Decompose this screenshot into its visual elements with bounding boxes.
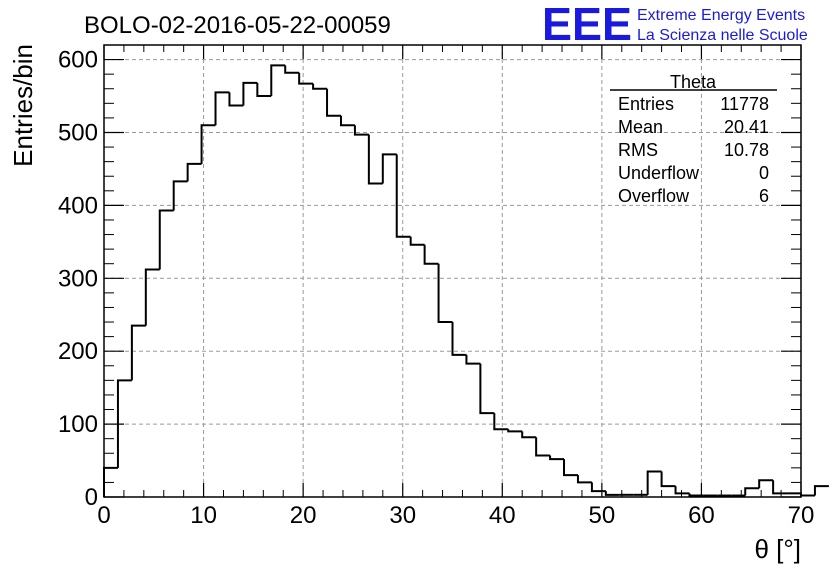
histogram-bin (674, 486, 690, 495)
histogram-bin (242, 81, 258, 106)
histogram-bin (367, 134, 383, 185)
histogram-bin (270, 64, 286, 97)
histogram-bin (590, 482, 606, 493)
histogram-bin (339, 115, 355, 127)
histogram-bin (116, 379, 132, 468)
histogram-bin (381, 153, 397, 184)
histogram-bin (813, 485, 829, 496)
logo-mark: EEE (542, 0, 632, 50)
stats-box: Theta Entries 11778 Mean 20.41 RMS 10.78… (610, 72, 777, 206)
y-tick-label: 300 (58, 265, 98, 292)
y-tick-label: 0 (85, 484, 98, 511)
histogram-bin (521, 431, 537, 439)
histogram-bin (228, 92, 244, 107)
histogram-bin (214, 91, 230, 126)
stats-label: RMS (618, 140, 658, 160)
histogram-bin (479, 363, 495, 415)
histogram-bin (395, 154, 411, 238)
eee-logo: EEE Extreme Energy Events La Scienza nel… (542, 0, 808, 50)
stats-label: Mean (618, 117, 663, 137)
y-tick-label: 200 (58, 338, 98, 365)
histogram-bin (507, 429, 523, 433)
histogram-bin (772, 480, 788, 495)
chart-title: BOLO-02-2016-05-22-00059 (84, 12, 391, 39)
histogram-bin (186, 162, 202, 182)
histogram-bin (409, 236, 425, 246)
stats-value: 10.78 (724, 140, 769, 160)
histogram-bin (130, 324, 146, 381)
x-tick-label: 50 (589, 502, 616, 529)
stats-value: 6 (759, 186, 769, 206)
histogram-bin (465, 354, 481, 365)
stats-label: Underflow (618, 163, 700, 183)
x-tick-label: 10 (190, 502, 217, 529)
histogram-bin (660, 471, 676, 488)
stats-value: 11778 (720, 94, 769, 114)
histogram-bin (451, 322, 467, 356)
y-axis-title: Entries/bin (8, 44, 38, 167)
histogram-bin (563, 459, 578, 477)
y-tick-label: 600 (58, 47, 98, 74)
histogram-bin (353, 125, 369, 136)
logo-line1: Extreme Energy Events (637, 7, 805, 24)
histogram-bin (535, 437, 551, 457)
histogram-bin (284, 65, 300, 74)
stats-value: 0 (759, 163, 769, 183)
x-tick-label: 30 (389, 502, 416, 529)
histogram-bin (172, 180, 188, 211)
histogram-bin (549, 455, 565, 461)
histogram-bin (688, 493, 704, 497)
logo-line2: La Scienza nelle Scuole (637, 27, 808, 44)
histogram-bin (437, 263, 453, 324)
histogram-bin (758, 479, 774, 489)
x-tick-label: 40 (489, 502, 516, 529)
histogram-series (103, 64, 829, 497)
stats-label: Overflow (618, 186, 690, 206)
histogram-bin (200, 124, 216, 164)
stats-title: Theta (670, 72, 717, 92)
histogram-bin (744, 487, 760, 496)
histogram-bin (493, 413, 509, 431)
y-tick-label: 100 (58, 411, 98, 438)
x-tick-label: 0 (97, 502, 110, 529)
histogram-bin (423, 244, 439, 265)
axis-ticks (103, 44, 802, 498)
histogram-bin (298, 72, 314, 85)
x-tick-label: 20 (290, 502, 317, 529)
y-tick-label: 500 (58, 119, 98, 146)
x-axis-title: θ [°] (754, 534, 801, 564)
stats-label: Entries (618, 94, 674, 114)
y-tick-label: 400 (58, 192, 98, 219)
histogram-bin (576, 475, 592, 484)
histogram-bin (256, 82, 272, 98)
histogram-bin (604, 491, 620, 496)
plot-frame (103, 44, 802, 498)
grid-lines (104, 45, 801, 497)
stats-value: 20.41 (724, 117, 769, 137)
histogram-bin (158, 209, 174, 270)
x-tick-label: 60 (688, 502, 715, 529)
histogram-bin (144, 268, 160, 326)
x-tick-label: 70 (788, 502, 815, 529)
histogram-bin (326, 88, 341, 117)
histogram-bin (312, 83, 328, 90)
y-tick-labels: 0 100 200 300 400 500 600 (58, 47, 98, 511)
x-tick-labels: 0 10 20 30 40 50 60 70 (97, 502, 814, 529)
histogram-bin (646, 470, 662, 495)
